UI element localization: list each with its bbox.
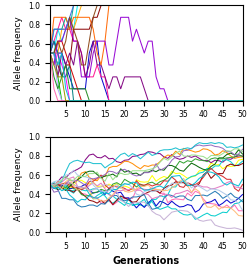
- Y-axis label: Allele frequency: Allele frequency: [14, 148, 22, 221]
- Y-axis label: Allele frequency: Allele frequency: [14, 16, 22, 90]
- X-axis label: Generations: Generations: [113, 256, 180, 266]
